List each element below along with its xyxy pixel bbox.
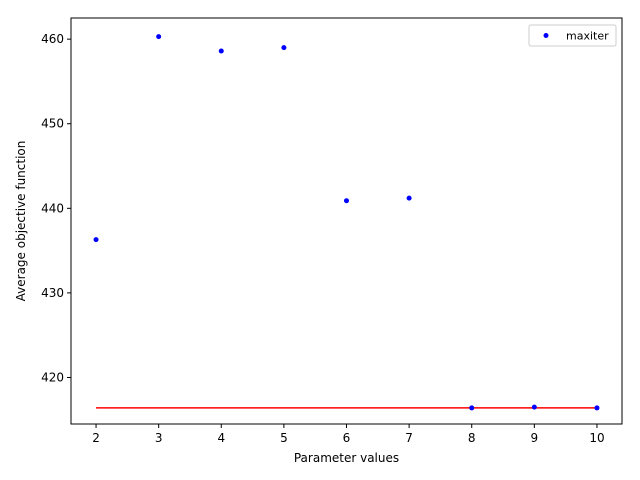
y-tick-label: 460 bbox=[41, 32, 64, 46]
x-tick-label: 7 bbox=[405, 431, 413, 445]
x-tick-label: 6 bbox=[343, 431, 351, 445]
data-point bbox=[281, 45, 287, 51]
data-point bbox=[594, 405, 600, 411]
data-point bbox=[469, 405, 475, 411]
data-point bbox=[344, 198, 349, 204]
x-tick-label: 9 bbox=[531, 431, 539, 445]
axes-frame bbox=[70, 17, 623, 425]
x-axis-label: Parameter values bbox=[294, 451, 399, 465]
data-point bbox=[218, 48, 224, 54]
y-axis-label: Average objective function bbox=[14, 141, 28, 302]
x-tick-label: 8 bbox=[468, 431, 476, 445]
y-tick-label: 440 bbox=[41, 201, 64, 215]
legend-marker-maxiter bbox=[543, 33, 549, 38]
data-point bbox=[156, 34, 162, 40]
x-tick-label: 4 bbox=[217, 431, 225, 445]
marks-layer bbox=[93, 34, 600, 411]
x-tick-label: 10 bbox=[589, 431, 604, 445]
x-tick-label: 2 bbox=[92, 431, 100, 445]
x-tick-label: 5 bbox=[280, 431, 288, 445]
data-point bbox=[406, 195, 412, 201]
legend-box bbox=[528, 24, 617, 47]
y-tick-label: 430 bbox=[41, 286, 64, 300]
data-point bbox=[531, 404, 537, 410]
legend: maxiter bbox=[528, 24, 617, 47]
data-point bbox=[93, 237, 99, 243]
ticks-layer: 2 3 4 5 6 7 8 9 10 420 430 440 450 460 bbox=[41, 32, 605, 445]
x-tick-label: 3 bbox=[155, 431, 163, 445]
legend-label-maxiter: maxiter bbox=[566, 30, 609, 43]
y-tick-label: 420 bbox=[41, 370, 64, 384]
y-tick-label: 450 bbox=[41, 117, 64, 131]
